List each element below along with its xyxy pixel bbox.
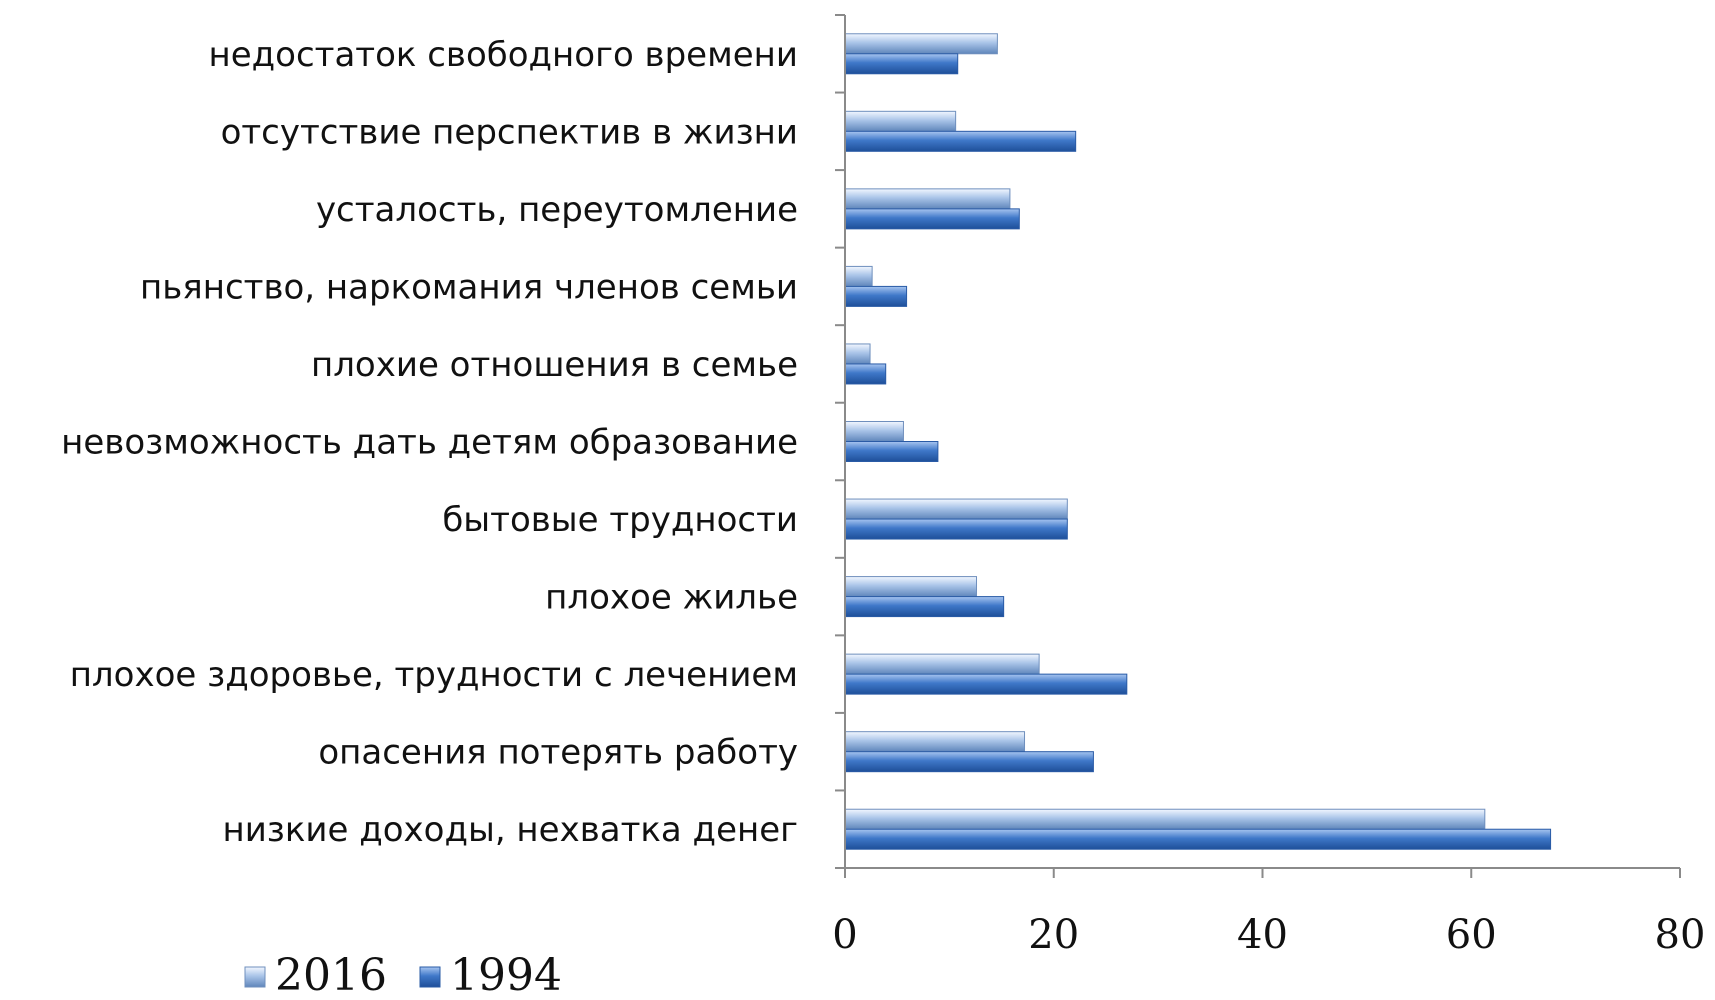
category-label: пьянство, наркомания членов семьи [140,267,798,307]
bar-1994 [844,673,1128,695]
bar-1994 [844,751,1094,773]
legend-label-2016: 2016 [275,950,387,1000]
bar-2016 [844,110,957,132]
category-label: плохое здоровье, трудности с лечением [70,655,798,695]
bar-1994 [844,363,887,385]
bar-1994 [844,285,908,307]
category-label: отсутствие перспектив в жизни [221,112,798,152]
legend-swatch-1994 [419,966,441,988]
bar-2016 [844,653,1040,675]
category-label: опасения потерять работу [318,733,798,773]
bars-group: недостаток свободного времени отсутствие … [61,33,1552,850]
bar-1994 [844,208,1020,230]
x-tick-label: 20 [1028,912,1079,958]
bar-2016 [844,343,871,365]
bar-2016 [844,498,1068,520]
bar-2016 [844,808,1486,830]
x-tick-label: 0 [832,912,857,958]
bar-2016 [844,731,1026,753]
legend: 2016 1994 [244,950,562,1000]
bar-2016 [844,576,978,598]
bar-1994 [844,518,1068,540]
category-label: невозможность дать детям образование [61,423,798,463]
bar-2016 [844,265,873,287]
bar-2016 [844,421,904,442]
category-label: плохие отношения в семье [311,345,798,385]
legend-label-1994: 1994 [450,950,562,1000]
category-label: низкие доходы, нехватка денег [222,810,798,850]
bar-1994 [844,130,1077,152]
bar-1994 [844,53,959,75]
bar-2016 [844,188,1011,210]
legend-swatch-2016 [244,966,266,988]
axes-group: 0 20 40 60 80 [832,14,1706,958]
category-label: недостаток свободного времени [209,35,799,75]
bar-2016 [844,33,998,55]
category-label: усталость, переутомление [316,190,798,230]
bar-1994 [844,828,1552,850]
x-tick-label: 60 [1446,912,1497,958]
bar-1994 [844,441,939,462]
x-tick-label: 40 [1237,912,1288,958]
bar-1994 [844,596,1005,618]
x-tick-label: 80 [1655,912,1706,958]
category-label: плохое жилье [545,578,798,618]
category-label: бытовые трудности [442,500,798,540]
